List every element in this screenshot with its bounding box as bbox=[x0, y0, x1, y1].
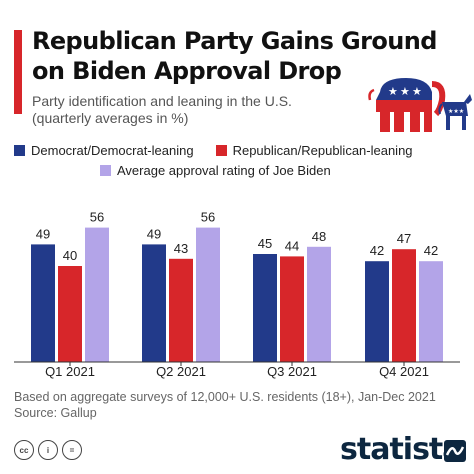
legend-swatch-approval bbox=[100, 164, 111, 176]
survey-note: Based on aggregate surveys of 12,000+ U.… bbox=[14, 390, 436, 404]
data-label-q3-2021-series-2: 48 bbox=[312, 229, 326, 244]
svg-text:★: ★ bbox=[412, 85, 422, 98]
bar-chart: 49 40 56 Q1 2021 49 43 56 Q2 2021 45 44 48 Q3 2021 4… bbox=[14, 210, 460, 379]
x-tick-label-q4-2021: Q4 2021 bbox=[379, 364, 429, 379]
chart-subtitle: Party identification and leaning in the … bbox=[32, 93, 292, 126]
source-note: Source: Gallup bbox=[14, 406, 97, 420]
footer: cc i = statista bbox=[0, 432, 474, 474]
bar-q4-2021-series-1 bbox=[392, 249, 416, 362]
data-label-q4-2021-series-1: 47 bbox=[397, 231, 411, 246]
svg-text:★: ★ bbox=[400, 85, 410, 98]
data-label-q2-2021-series-2: 56 bbox=[201, 210, 215, 225]
bar-q2-2021-series-1 bbox=[169, 258, 193, 362]
bar-q1-2021-series-0 bbox=[31, 244, 55, 362]
data-label-q2-2021-series-1: 43 bbox=[174, 241, 188, 256]
chart-title: Republican Party Gains Ground on Biden A… bbox=[32, 27, 437, 85]
data-label-q1-2021-series-2: 56 bbox=[90, 210, 104, 225]
legend-label-republican: Republican/Republican-leaning bbox=[232, 142, 413, 158]
bar-q4-2021-series-2 bbox=[419, 261, 443, 362]
data-label-q4-2021-series-2: 42 bbox=[424, 243, 438, 258]
gop-elephant-dem-donkey-icon: ★ ★ ★ ★★★ bbox=[368, 78, 472, 132]
attribution-icon: i bbox=[38, 440, 58, 460]
legend: Democrat/Democrat-leaning Republican/Rep… bbox=[14, 141, 435, 181]
legend-swatch-republican bbox=[215, 144, 227, 156]
bar-q3-2021-series-0 bbox=[253, 254, 277, 362]
bar-q2-2021-series-0 bbox=[142, 244, 166, 362]
data-label-q1-2021-series-0: 49 bbox=[36, 226, 50, 241]
statista-wave-icon bbox=[444, 440, 466, 462]
data-label-q3-2021-series-1: 44 bbox=[285, 238, 299, 253]
data-label-q1-2021-series-1: 40 bbox=[63, 248, 77, 263]
bar-q2-2021-series-2 bbox=[196, 227, 220, 362]
bar-q4-2021-series-0 bbox=[365, 261, 389, 362]
bar-q1-2021-series-2 bbox=[85, 227, 109, 362]
data-label-q4-2021-series-0: 42 bbox=[370, 243, 384, 258]
legend-label-approval: Average approval rating of Joe Biden bbox=[117, 162, 331, 178]
x-tick-label-q1-2021: Q1 2021 bbox=[45, 364, 95, 379]
bar-q3-2021-series-1 bbox=[280, 256, 304, 362]
x-tick-label-q2-2021: Q2 2021 bbox=[156, 364, 206, 379]
no-derivatives-icon: = bbox=[62, 440, 82, 460]
license-icons[interactable]: cc i = bbox=[14, 440, 86, 460]
x-tick-label-q3-2021: Q3 2021 bbox=[267, 364, 317, 379]
data-label-q3-2021-series-0: 45 bbox=[258, 236, 272, 251]
svg-text:★★★: ★★★ bbox=[448, 108, 464, 115]
legend-label-democrat: Democrat/Democrat-leaning bbox=[31, 142, 194, 158]
bar-q3-2021-series-2 bbox=[307, 246, 331, 362]
creative-commons-icon: cc bbox=[14, 440, 34, 460]
chart-note: Based on aggregate surveys of 12,000+ U.… bbox=[14, 389, 436, 421]
legend-item-approval: Average approval rating of Joe Biden bbox=[100, 163, 331, 178]
statista-logo[interactable]: statista bbox=[340, 432, 463, 467]
bar-q1-2021-series-1 bbox=[58, 266, 82, 362]
legend-swatch-democrat bbox=[14, 144, 25, 156]
svg-text:★: ★ bbox=[388, 85, 398, 98]
legend-item-republican: Republican/Republican-leaning bbox=[215, 142, 413, 158]
data-label-q2-2021-series-0: 49 bbox=[147, 226, 161, 241]
legend-item-democrat: Democrat/Democrat-leaning bbox=[14, 143, 194, 158]
title-accent-bar bbox=[14, 30, 22, 114]
